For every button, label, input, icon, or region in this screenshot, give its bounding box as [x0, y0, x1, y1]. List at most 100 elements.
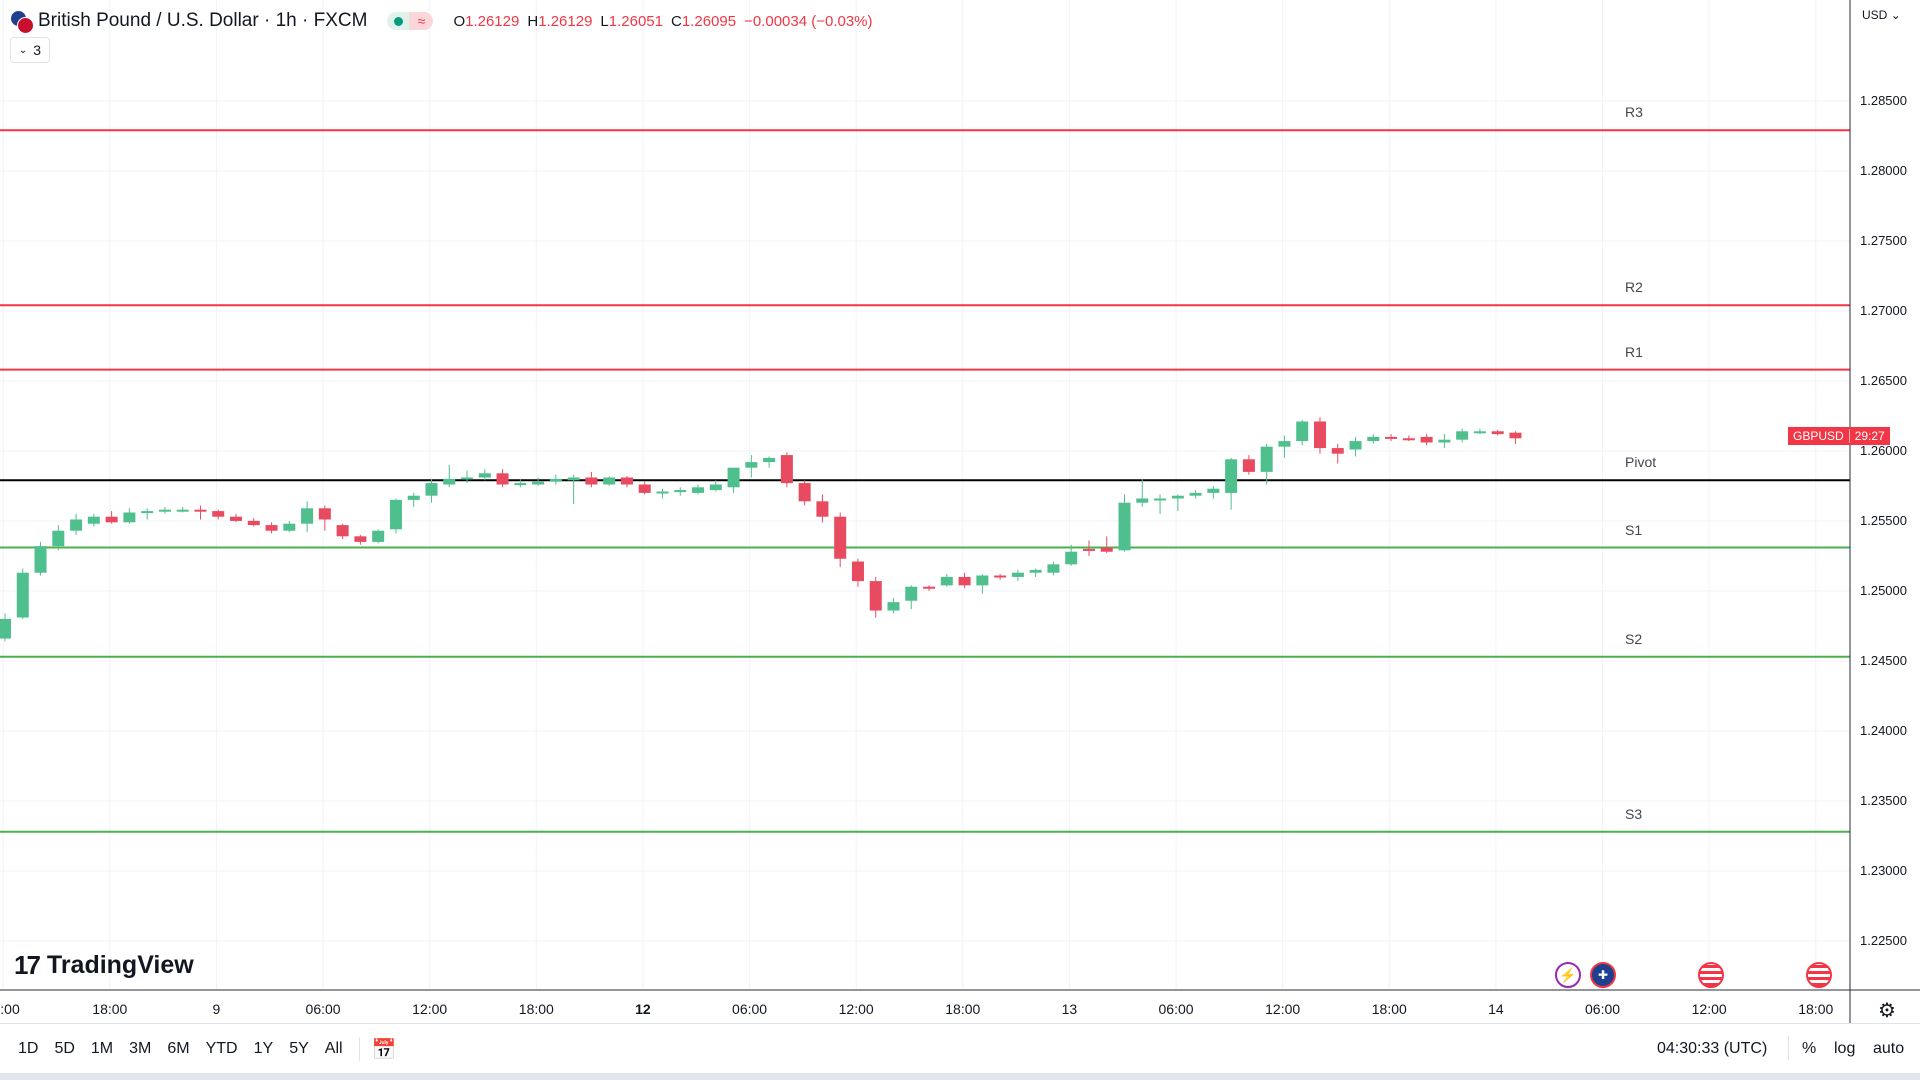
candle — [496, 469, 509, 488]
candle — [1065, 544, 1078, 566]
auto-scale-toggle[interactable]: auto — [1873, 1040, 1905, 1057]
time-tick-label: 12 — [635, 1001, 651, 1017]
candle — [1509, 431, 1522, 444]
ohlc-item: −0.00034 (−0.03%) — [744, 13, 872, 30]
ohlc-item: H1.26129 — [527, 13, 592, 30]
us-flag-event-icon[interactable] — [1698, 962, 1724, 988]
candle-body-up — [372, 530, 385, 542]
tradingview-logo[interactable]: 17 TradingView — [14, 950, 194, 981]
currency-selector[interactable]: USD ⌄ — [1862, 8, 1901, 22]
candle-body-down — [1100, 547, 1113, 552]
candle — [1473, 428, 1486, 435]
candle — [176, 506, 189, 513]
log-scale-toggle[interactable]: log — [1834, 1040, 1856, 1057]
candle — [443, 464, 456, 488]
candle-body-up — [301, 508, 314, 524]
time-tick-label: 12:00 — [1265, 1001, 1301, 1017]
time-tick-label: 13 — [1061, 1001, 1078, 1017]
candle — [1011, 569, 1024, 582]
price-tick-label: 1.26000 — [1860, 442, 1907, 458]
time-tick-label: :00 — [0, 1001, 20, 1017]
ohlc-key: H — [527, 12, 539, 30]
candle-body-up — [425, 483, 438, 496]
candle — [212, 509, 225, 520]
candle-body-up — [1118, 502, 1131, 551]
candle — [16, 568, 29, 619]
candle — [141, 508, 154, 520]
candle-body-down — [1509, 432, 1522, 439]
us-flag-event-icon[interactable] — [1806, 962, 1832, 988]
footer-strip — [0, 1073, 1920, 1080]
candle-body-down — [994, 575, 1007, 578]
range-button-6m[interactable]: 6M — [167, 1040, 190, 1057]
tradingview-mark-icon: 17 — [14, 950, 41, 980]
level-label-r3: R3 — [1625, 104, 1643, 121]
symbol-title[interactable]: British Pound / U.S. Dollar · 1h · FXCM — [38, 10, 368, 31]
lightning-event-icon[interactable]: ⚡ — [1555, 962, 1581, 988]
candle — [656, 488, 669, 499]
candle — [230, 513, 243, 523]
price-tick-label: 1.26500 — [1860, 372, 1907, 388]
candle — [976, 574, 989, 594]
candle-body-up — [1367, 436, 1380, 442]
candle — [1313, 417, 1326, 454]
ohlc-value: −0.00034 (−0.03%) — [744, 12, 873, 30]
candle-body-down — [318, 508, 331, 520]
candle-body-down — [869, 581, 882, 611]
percent-scale-toggle[interactable]: % — [1802, 1040, 1817, 1057]
candle — [1154, 494, 1167, 514]
range-button-5y[interactable]: 5Y — [289, 1040, 309, 1057]
candle-body-down — [1420, 436, 1433, 443]
range-button-5d[interactable]: 5D — [54, 1040, 75, 1057]
range-button-1y[interactable]: 1Y — [253, 1040, 274, 1057]
market-status-badge[interactable]: ≈ — [387, 12, 434, 30]
candle — [1136, 478, 1149, 507]
candle — [549, 474, 562, 485]
candle — [1331, 443, 1344, 464]
range-button-ytd[interactable]: YTD — [205, 1040, 238, 1057]
range-button-all[interactable]: All — [324, 1040, 343, 1057]
candle — [1225, 457, 1238, 510]
toolbar-divider — [358, 1037, 360, 1061]
candle — [0, 613, 11, 642]
candle — [1278, 435, 1291, 458]
bottom-toolbar: 1D 5D 1M 3M 6M YTD 1Y 5Y All 📅 — [0, 1023, 1920, 1074]
range-button-3m[interactable]: 3M — [129, 1040, 152, 1057]
price-tick-label: 1.25500 — [1860, 512, 1907, 528]
candle — [1082, 540, 1095, 556]
candle-body-up — [549, 478, 562, 482]
range-button-1m[interactable]: 1M — [90, 1040, 114, 1057]
candle — [34, 541, 47, 576]
candle — [1047, 561, 1060, 576]
price-tick-label: 1.24500 — [1860, 652, 1907, 668]
candle-body-up — [443, 478, 456, 485]
candle-body-up — [905, 586, 918, 601]
candle-body-up — [976, 575, 989, 586]
gbp-usd-flags-icon — [10, 10, 34, 34]
level-label-s2: S2 — [1625, 630, 1643, 647]
candle-body-up — [123, 512, 136, 523]
candle — [1242, 455, 1255, 475]
indicators-toggle-button[interactable]: ⌄ 3 — [10, 37, 50, 63]
market-open-dot-icon — [387, 12, 410, 30]
uk-flag-event-icon[interactable]: ✚ — [1590, 962, 1616, 988]
candle — [1260, 443, 1273, 485]
candle — [407, 492, 420, 507]
candle-body-down — [247, 520, 260, 526]
candle — [620, 476, 633, 488]
chart-settings-gear-icon[interactable]: ⚙ — [1878, 1000, 1896, 1022]
range-button-1d[interactable]: 1D — [18, 1040, 39, 1057]
candle — [940, 574, 953, 587]
candle — [336, 523, 349, 540]
candle-body-down — [230, 516, 243, 521]
last-price-badge: GBPUSD 29:27 — [1788, 427, 1890, 445]
calendar-goto-icon[interactable]: 📅 — [371, 1038, 397, 1061]
candle — [354, 534, 367, 545]
utc-clock[interactable]: 04:30:33 (UTC) — [1657, 1040, 1768, 1057]
candle-body-up — [1029, 569, 1042, 573]
candle-body-down — [923, 586, 936, 589]
candle-body-up — [532, 481, 545, 485]
level-label-s1: S1 — [1625, 521, 1643, 538]
chart-grid — [0, 0, 1850, 990]
